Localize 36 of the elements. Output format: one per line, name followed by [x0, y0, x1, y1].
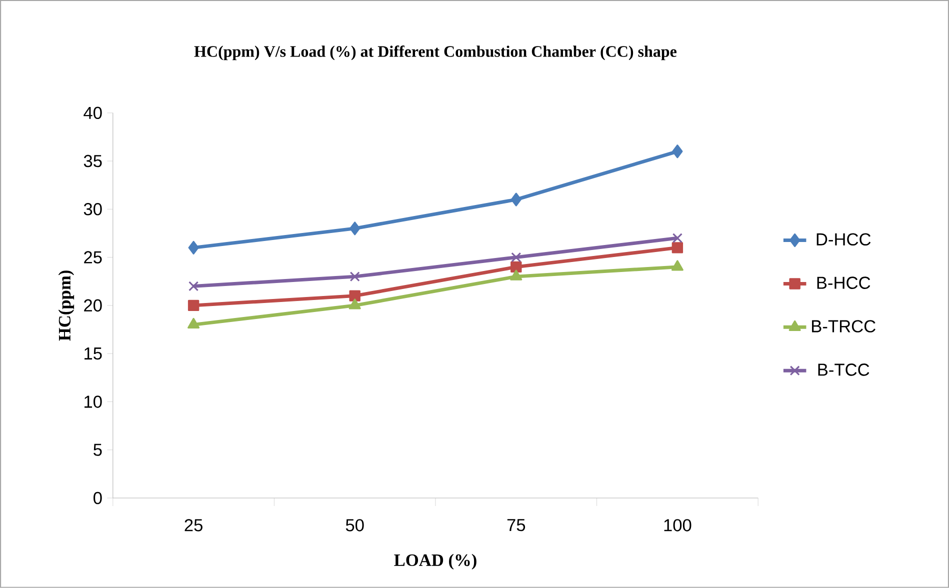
x-axis-title: LOAD (%): [394, 554, 476, 570]
point: [348, 298, 361, 310]
point: [510, 270, 522, 280]
y-tick-label: 15: [84, 348, 102, 360]
x-tick-label: 50: [346, 519, 364, 532]
y-tick-label: 20: [84, 299, 102, 312]
point: [672, 144, 683, 158]
x-tick-label: 25: [184, 519, 202, 532]
point: [511, 252, 522, 262]
legend-label: B-TCC: [818, 364, 870, 376]
y-tick-label: 40: [84, 106, 102, 120]
point: [672, 242, 684, 254]
point: [188, 318, 200, 329]
chart-title: HC(ppm) V/s Load (%) at Different Combustion Chamber (CC) shape: [194, 46, 677, 60]
y-axis-title: HC(ppm): [58, 270, 74, 341]
point: [510, 261, 522, 273]
y-tick-label: 10: [84, 396, 102, 408]
legend-label: D-HCC: [816, 233, 871, 246]
y-tick-label: 25: [84, 251, 102, 264]
point: [350, 272, 360, 282]
y-tick-label: 35: [84, 154, 102, 168]
x-tick-label: 100: [664, 519, 692, 532]
point: [671, 260, 684, 271]
point: [188, 300, 200, 312]
point: [672, 233, 682, 244]
point: [188, 240, 199, 255]
y-tick-label: 30: [84, 203, 102, 216]
y-tick-label: 5: [94, 444, 102, 456]
x-tick-label: 75: [507, 519, 526, 532]
point: [510, 192, 522, 206]
legend-label: B-HCC: [817, 276, 870, 289]
y-tick-label: 0: [94, 492, 102, 504]
point: [350, 222, 360, 236]
point: [349, 290, 360, 302]
point: [188, 281, 199, 292]
legend-label: B-TRCC: [812, 320, 876, 332]
